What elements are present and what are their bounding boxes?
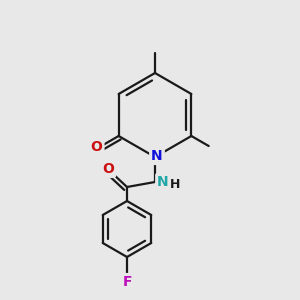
Text: F: F: [122, 275, 132, 289]
Text: N: N: [151, 149, 163, 163]
Text: O: O: [91, 140, 103, 154]
Text: O: O: [102, 162, 114, 176]
Text: N: N: [157, 175, 169, 189]
Text: H: H: [170, 178, 180, 191]
